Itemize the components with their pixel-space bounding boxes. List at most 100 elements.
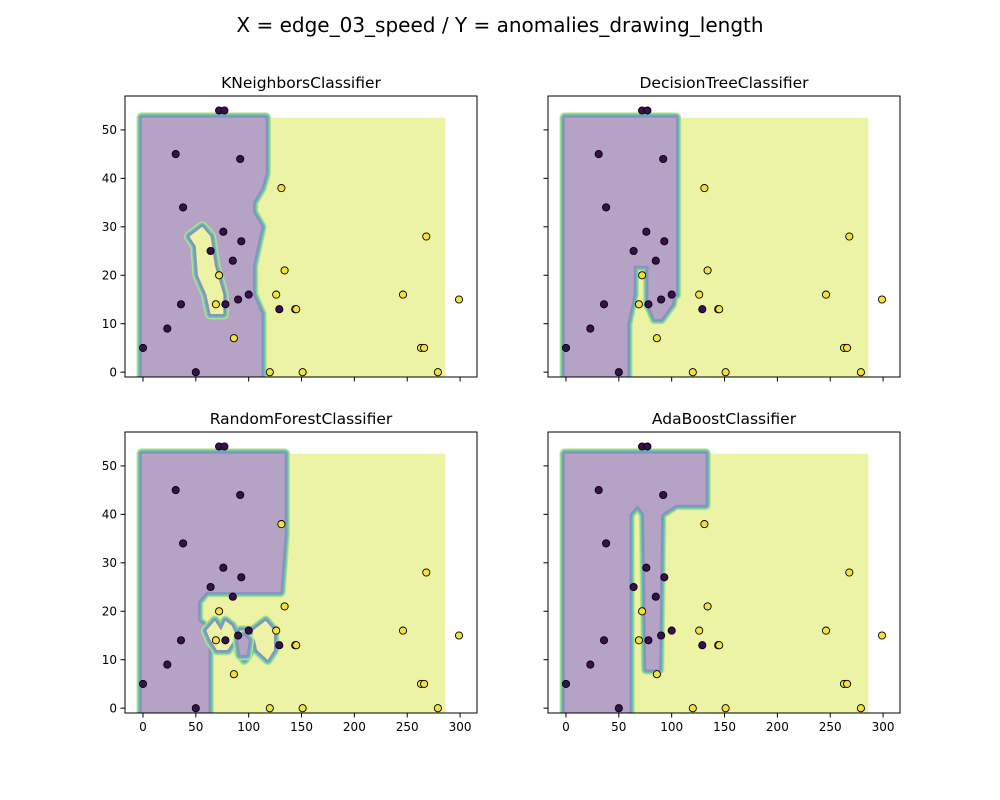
point-class-1 bbox=[292, 305, 301, 314]
point-class-1 bbox=[652, 334, 661, 343]
point-class-1 bbox=[211, 636, 220, 645]
point-class-1 bbox=[715, 305, 724, 314]
point-class-1 bbox=[721, 704, 730, 713]
y-tick-label: 20 bbox=[102, 605, 117, 619]
point-class-1 bbox=[700, 184, 709, 193]
x-tick-label: 50 bbox=[188, 720, 203, 734]
point-class-1 bbox=[695, 290, 704, 299]
class0-region-fill bbox=[564, 453, 706, 713]
figure-title: X = edge_03_speed / Y = anomalies_drawin… bbox=[236, 13, 763, 37]
point-class-1 bbox=[703, 266, 712, 275]
point-class-0 bbox=[179, 203, 188, 212]
point-class-1 bbox=[422, 568, 431, 577]
x-tick-label: 200 bbox=[343, 720, 366, 734]
point-class-1 bbox=[211, 300, 220, 309]
class0-island bbox=[232, 630, 255, 661]
point-class-0 bbox=[234, 295, 243, 304]
point-class-1 bbox=[843, 679, 852, 688]
point-class-1 bbox=[821, 626, 831, 635]
point-class-1 bbox=[700, 520, 709, 529]
subplot-title: AdaBoostClassifier bbox=[652, 410, 797, 428]
class0-region-fill bbox=[141, 453, 285, 713]
subplot-decision-tree: DecisionTreeClassifier bbox=[543, 74, 901, 382]
class0-region bbox=[559, 112, 682, 377]
point-class-0 bbox=[561, 679, 571, 688]
point-class-1 bbox=[843, 343, 852, 352]
point-class-0 bbox=[138, 343, 148, 352]
axes-frame bbox=[547, 431, 901, 714]
plot-area bbox=[559, 448, 869, 713]
point-class-0 bbox=[219, 227, 228, 236]
point-class-0 bbox=[236, 490, 245, 500]
y-axis bbox=[543, 465, 548, 709]
point-class-1 bbox=[398, 626, 408, 635]
point-class-0 bbox=[237, 237, 246, 246]
x-tick-label: 0 bbox=[139, 720, 147, 734]
point-class-0 bbox=[657, 295, 666, 304]
point-class-0 bbox=[138, 679, 148, 688]
x-axis bbox=[142, 377, 461, 382]
x-tick-label: 300 bbox=[449, 720, 472, 734]
point-class-0 bbox=[275, 641, 284, 650]
axes-frame bbox=[124, 431, 478, 714]
point-class-1 bbox=[721, 368, 730, 377]
point-class-1 bbox=[298, 704, 307, 713]
subplot-grid: KNeighborsClassifier 0 10 20 30 40 50 DecisionT… bbox=[102, 74, 901, 734]
x-axis bbox=[565, 377, 884, 382]
point-class-0 bbox=[698, 641, 707, 650]
point-class-0 bbox=[586, 660, 595, 669]
x-tick-label: 100 bbox=[660, 720, 683, 734]
point-class-0 bbox=[237, 573, 246, 582]
point-class-0 bbox=[659, 154, 668, 164]
class0-region bbox=[559, 448, 711, 713]
point-class-0 bbox=[651, 592, 660, 601]
x-tick-label: 150 bbox=[290, 720, 313, 734]
subplot-title: DecisionTreeClassifier bbox=[639, 74, 809, 92]
point-class-0 bbox=[244, 290, 253, 299]
point-class-1 bbox=[292, 641, 301, 650]
point-class-0 bbox=[176, 636, 186, 645]
point-class-1 bbox=[715, 641, 724, 650]
point-class-1 bbox=[215, 607, 224, 616]
class1-island bbox=[184, 221, 229, 320]
point-class-1 bbox=[845, 232, 854, 241]
point-class-1 bbox=[433, 704, 442, 713]
y-tick-label: 30 bbox=[102, 220, 117, 234]
point-class-1 bbox=[454, 295, 464, 304]
point-class-1 bbox=[215, 271, 224, 280]
point-class-0 bbox=[236, 154, 245, 164]
scatter-points bbox=[138, 106, 464, 377]
point-class-0 bbox=[219, 563, 228, 572]
point-class-0 bbox=[642, 227, 651, 236]
subplot-adaboost: AdaBoostClassifier 0 50 100 150 200 250 300 bbox=[543, 410, 901, 734]
point-class-0 bbox=[657, 631, 666, 640]
point-class-0 bbox=[179, 539, 188, 548]
y-axis: 0 10 20 30 40 50 bbox=[102, 459, 125, 715]
x-axis: 0 50 100 150 200 250 300 bbox=[139, 713, 472, 734]
point-class-0 bbox=[163, 324, 172, 333]
point-class-0 bbox=[698, 305, 707, 314]
y-tick-label: 0 bbox=[109, 365, 117, 379]
point-class-0 bbox=[629, 246, 638, 256]
point-class-1 bbox=[420, 679, 429, 688]
axes-frame bbox=[124, 95, 478, 378]
point-class-0 bbox=[244, 626, 253, 635]
y-tick-label: 50 bbox=[102, 123, 117, 137]
point-class-0 bbox=[586, 324, 595, 333]
point-class-0 bbox=[220, 106, 229, 115]
point-class-0 bbox=[234, 631, 243, 640]
subplot-title: KNeighborsClassifier bbox=[221, 74, 381, 92]
point-class-1 bbox=[265, 368, 274, 377]
point-class-0 bbox=[228, 256, 237, 265]
point-class-1 bbox=[845, 568, 854, 577]
point-class-1 bbox=[856, 704, 865, 713]
plot-area bbox=[136, 112, 446, 377]
point-class-1 bbox=[634, 300, 643, 309]
y-tick-label: 30 bbox=[102, 556, 117, 570]
point-class-1 bbox=[265, 704, 274, 713]
subplot-knn: KNeighborsClassifier 0 10 20 30 40 50 bbox=[102, 74, 478, 382]
point-class-0 bbox=[191, 704, 200, 713]
point-class-0 bbox=[643, 442, 652, 451]
point-class-1 bbox=[688, 704, 697, 713]
point-class-0 bbox=[660, 573, 669, 582]
